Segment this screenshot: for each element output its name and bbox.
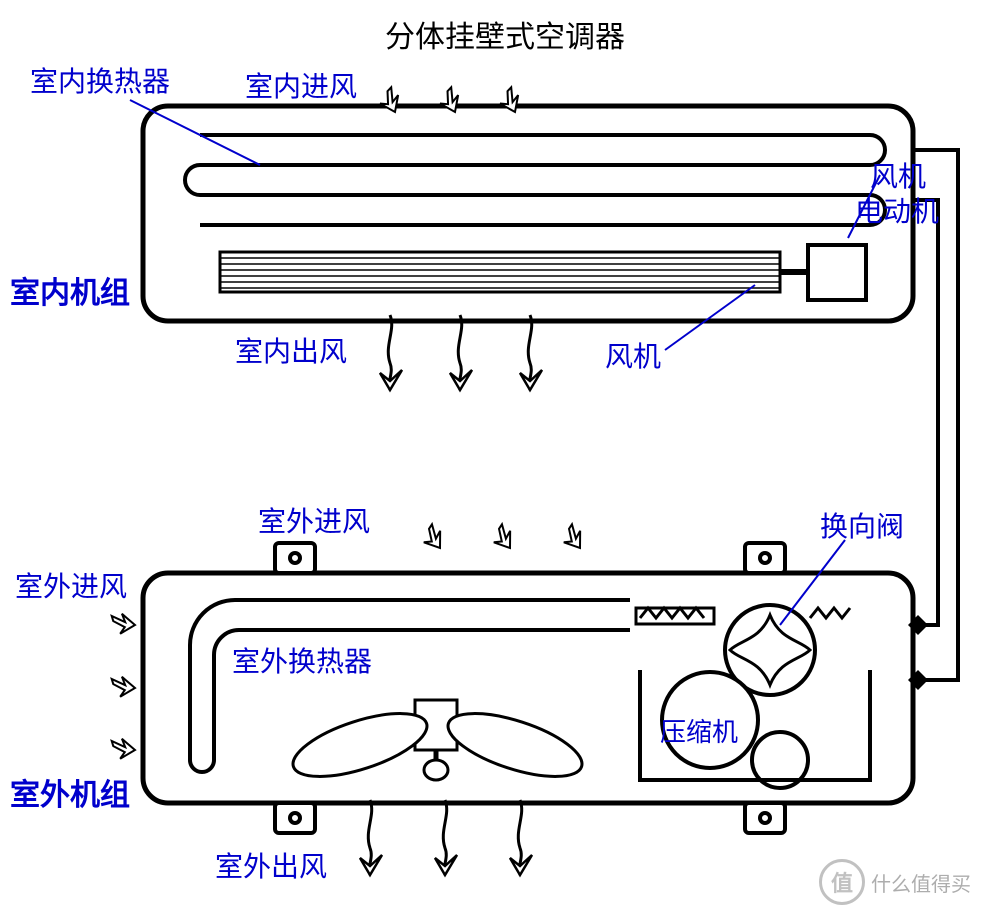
- outdoor-top-air-in: [418, 523, 588, 554]
- label-outdoor-hx: 室外换热器: [232, 640, 372, 680]
- capillary: [636, 608, 714, 624]
- label-fan-motor-l1: 风机: [870, 155, 926, 195]
- label-indoor-air-out: 室内出风: [235, 330, 347, 370]
- label-fan: 风机: [605, 335, 661, 375]
- watermark: 值 什么值得买: [819, 859, 971, 905]
- label-indoor-air-in: 室内进风: [245, 65, 357, 105]
- watermark-text: 什么值得买: [871, 868, 971, 897]
- indoor-heat-exchanger: [185, 135, 885, 225]
- leader-fan: [665, 285, 755, 350]
- outdoor-side-air-in: [110, 613, 136, 760]
- leader-indoor-hx: [130, 100, 260, 165]
- indoor-fan: [220, 252, 780, 292]
- indoor-air-out-arrows: [380, 315, 542, 390]
- label-reversing-valve: 换向阀: [820, 505, 904, 545]
- leader-reversing-valve: [780, 540, 845, 625]
- outdoor-air-out-arrows: [360, 800, 532, 875]
- title: 分体挂壁式空调器: [385, 12, 625, 56]
- label-outdoor-air-out: 室外出风: [215, 845, 327, 885]
- diagram-canvas: [0, 0, 981, 913]
- label-fan-motor-l2: 电动机: [855, 190, 939, 230]
- indoor-fan-motor: [808, 245, 866, 300]
- watermark-badge: 值: [819, 859, 865, 905]
- label-outdoor-unit: 室外机组: [10, 770, 130, 814]
- label-compressor: 压缩机: [660, 712, 738, 749]
- label-outdoor-air-in-side: 室外进风: [15, 565, 127, 605]
- outdoor-fan: [286, 700, 589, 789]
- indoor-air-in-arrows: [376, 86, 524, 116]
- label-indoor-hx: 室内换热器: [30, 60, 170, 100]
- label-outdoor-air-in-top: 室外进风: [258, 500, 370, 540]
- label-indoor-unit: 室内机组: [10, 268, 130, 312]
